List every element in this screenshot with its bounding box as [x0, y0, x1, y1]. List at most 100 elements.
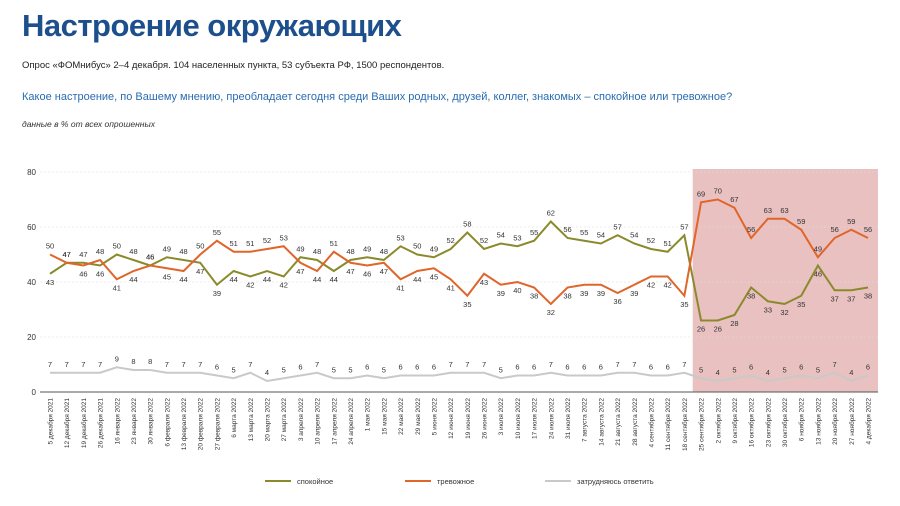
data-label: 44: [229, 275, 237, 284]
x-tick-label: 26 июня 2022: [482, 398, 489, 439]
data-label: 46: [79, 270, 87, 279]
data-label: 40: [513, 286, 521, 295]
data-label: 6: [398, 363, 402, 372]
x-tick-label: 1 мая 2022: [365, 398, 372, 432]
x-tick-label: 16 января 2022: [114, 398, 121, 445]
data-label: 4: [716, 368, 720, 377]
legend-label: тревожное: [437, 477, 474, 486]
x-tick-label: 6 марта 2022: [231, 398, 238, 438]
data-label: 51: [229, 239, 237, 248]
data-label: 6: [215, 363, 219, 372]
data-label: 44: [413, 275, 421, 284]
data-label: 48: [346, 247, 354, 256]
y-tick-label: 80: [27, 168, 36, 177]
x-tick-label: 28 августа 2022: [632, 398, 639, 446]
x-tick-label: 23 октября 2022: [764, 398, 772, 448]
data-label: 47: [380, 267, 388, 276]
data-label: 45: [163, 272, 171, 281]
x-tick-label: 13 февраля 2022: [181, 398, 188, 451]
x-tick-label: 2 октября 2022: [714, 398, 722, 444]
data-label: 42: [280, 281, 288, 290]
x-tick-label: 20 февраля 2022: [198, 398, 205, 451]
data-label: 7: [48, 360, 52, 369]
data-label: 47: [79, 250, 87, 259]
x-tick-label: 20 ноября 2022: [831, 398, 839, 445]
x-tick-label: 13 ноября 2022: [814, 398, 822, 445]
x-tick-label: 24 апреля 2022: [348, 398, 355, 445]
title: Настроение окружающих: [22, 8, 402, 43]
x-tick-label: 23 января 2022: [131, 398, 138, 445]
data-label: 52: [446, 236, 454, 245]
data-label: 58: [463, 220, 471, 229]
data-label: 46: [146, 253, 154, 262]
x-tick-label: 17 июля 2022: [532, 398, 539, 439]
data-label: 49: [363, 244, 371, 253]
data-label: 7: [181, 360, 185, 369]
data-label: 37: [830, 294, 838, 303]
x-tick-label: 20 марта 2022: [265, 398, 272, 442]
data-label: 39: [580, 289, 588, 298]
data-label: 28: [730, 319, 738, 328]
data-label: 6: [415, 363, 419, 372]
y-tick-label: 40: [27, 278, 36, 287]
series-line: [50, 366, 869, 383]
x-tick-label: 14 августа 2022: [598, 398, 605, 446]
data-label: 5: [499, 365, 503, 374]
data-label: 47: [196, 267, 204, 276]
data-label: 39: [597, 289, 605, 298]
data-label: 53: [396, 233, 404, 242]
data-label: 6: [298, 363, 302, 372]
data-label: 7: [465, 360, 469, 369]
subtitle: Опрос «ФОМнибус» 2–4 декабря. 104 населе…: [22, 60, 445, 71]
data-label: 7: [98, 360, 102, 369]
data-label: 56: [563, 225, 571, 234]
x-tick-label: 18 сентября 2022: [681, 398, 689, 451]
y-tick-label: 60: [27, 223, 36, 232]
x-tick-label: 10 июля 2022: [515, 398, 522, 439]
data-label: 45: [430, 272, 438, 281]
data-label: 56: [830, 225, 838, 234]
data-label: 47: [63, 250, 71, 259]
data-label: 39: [630, 289, 638, 298]
data-label: 44: [263, 275, 271, 284]
data-label: 44: [179, 275, 187, 284]
x-tick-label: 3 апреля 2022: [298, 398, 305, 442]
data-label: 53: [280, 233, 288, 242]
data-label: 5: [282, 365, 286, 374]
data-label: 48: [313, 247, 321, 256]
data-label: 54: [630, 231, 638, 240]
data-label: 59: [847, 217, 855, 226]
data-label: 39: [497, 289, 505, 298]
series-line: [49, 220, 869, 322]
data-label: 6: [649, 363, 653, 372]
x-tick-label: 24 июля 2022: [548, 398, 555, 439]
data-label: 5: [332, 365, 336, 374]
legend-label: спокойное: [297, 477, 333, 486]
data-label: 47: [296, 267, 304, 276]
data-label: 5: [732, 365, 736, 374]
data-label: 48: [179, 247, 187, 256]
data-label: 6: [365, 363, 369, 372]
data-label: 7: [632, 360, 636, 369]
data-label: 36: [613, 297, 621, 306]
x-tick-label: 30 октября 2022: [781, 398, 789, 448]
data-label: 67: [730, 195, 738, 204]
data-label: 54: [597, 231, 605, 240]
data-label: 38: [563, 292, 571, 301]
data-label: 7: [482, 360, 486, 369]
data-label: 50: [413, 242, 421, 251]
data-label: 47: [63, 250, 71, 259]
x-tick-label: 9 октября 2022: [731, 398, 739, 444]
data-label: 6: [799, 363, 803, 372]
data-label: 5: [699, 365, 703, 374]
data-label: 49: [296, 244, 304, 253]
data-label: 46: [814, 270, 822, 279]
data-label: 6: [866, 363, 870, 372]
data-label: 4: [849, 368, 853, 377]
data-label: 48: [129, 247, 137, 256]
data-label: 50: [113, 242, 121, 251]
x-tick-label: 22 мая 2022: [398, 398, 405, 435]
x-tick-label: 15 мая 2022: [381, 398, 388, 435]
x-tick-label: 6 ноября 2022: [798, 398, 806, 442]
